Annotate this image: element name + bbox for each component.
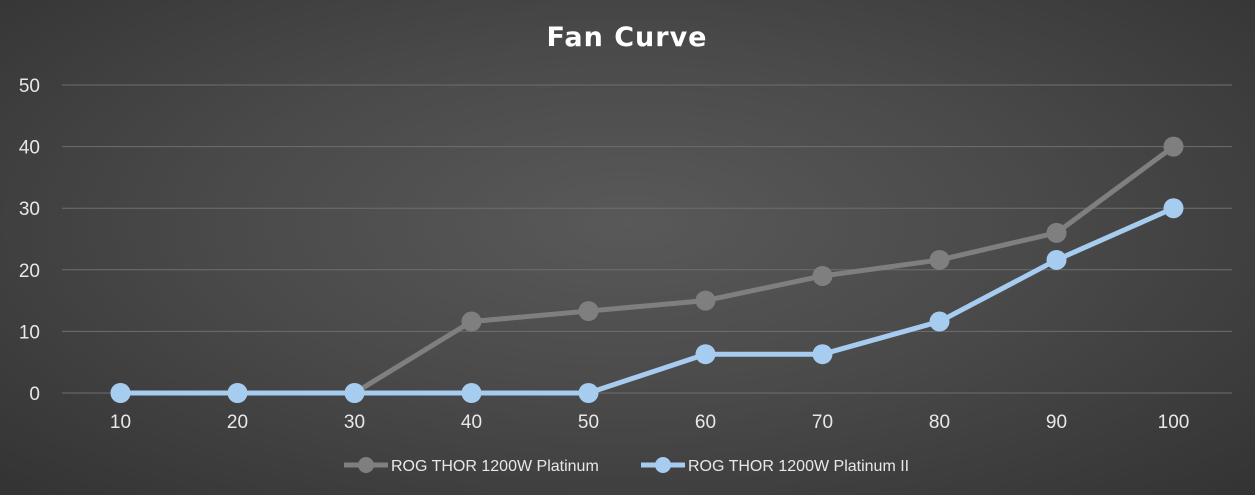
legend-item-1: ROG THOR 1200W Platinum xyxy=(344,457,599,475)
legend-label: ROG THOR 1200W Platinum II xyxy=(688,458,909,475)
series-2-point-100 xyxy=(1163,198,1184,219)
series-1-point-60 xyxy=(695,290,716,311)
legend: ROG THOR 1200W Platinum ROG THOR 1200W Pl… xyxy=(344,457,909,475)
series-2-point-60 xyxy=(695,344,716,365)
series-line-2 xyxy=(118,205,1176,396)
series-2-point-20 xyxy=(227,383,248,403)
x-tick-label: 80 xyxy=(929,412,950,433)
series-2-point-90 xyxy=(1046,249,1067,270)
x-tick-label: 10 xyxy=(110,412,131,433)
y-tick-label: 20 xyxy=(19,261,40,282)
series-1-point-90 xyxy=(1046,222,1067,243)
series-1-point-50 xyxy=(578,301,599,322)
series-2 xyxy=(110,198,1184,403)
series-2-point-30 xyxy=(344,383,365,403)
series-2-point-70 xyxy=(812,344,833,365)
y-tick-label: 40 xyxy=(19,138,40,159)
series-1-point-80 xyxy=(929,249,950,270)
x-tick-label: 60 xyxy=(695,412,716,433)
legend-item-2: ROG THOR 1200W Platinum II xyxy=(641,457,909,475)
gridlines xyxy=(62,84,1232,394)
y-tick-label: 10 xyxy=(19,322,40,343)
x-tick-label: 20 xyxy=(227,412,248,433)
series-2-point-10 xyxy=(110,383,131,403)
x-tick-label: 30 xyxy=(344,412,365,433)
x-tick-label: 50 xyxy=(578,412,599,433)
y-tick-label: 30 xyxy=(19,199,40,220)
series-2-point-40 xyxy=(461,383,482,403)
legend-swatch-marker xyxy=(358,457,374,473)
chart-title: Fan Curve xyxy=(547,22,708,53)
series-2-point-80 xyxy=(929,311,950,332)
series-2-point-50 xyxy=(578,383,599,403)
series-1-point-100 xyxy=(1163,136,1184,157)
series-lines xyxy=(110,136,1184,403)
legend-label: ROG THOR 1200W Platinum xyxy=(391,458,599,475)
series-1-point-70 xyxy=(812,265,833,286)
x-tick-label: 90 xyxy=(1046,412,1067,433)
x-tick-label: 100 xyxy=(1158,412,1190,433)
series-1-point-40 xyxy=(461,311,482,332)
legend-swatch-marker xyxy=(655,457,671,473)
x-tick-label: 40 xyxy=(461,412,482,433)
y-tick-label: 0 xyxy=(29,384,40,405)
x-axis-ticks: 10 20 30 40 50 60 70 80 90 100 xyxy=(110,412,1189,433)
y-tick-label: 50 xyxy=(19,76,40,97)
y-axis-ticks: 0 10 20 30 40 50 xyxy=(19,76,40,405)
x-tick-label: 70 xyxy=(812,412,833,433)
